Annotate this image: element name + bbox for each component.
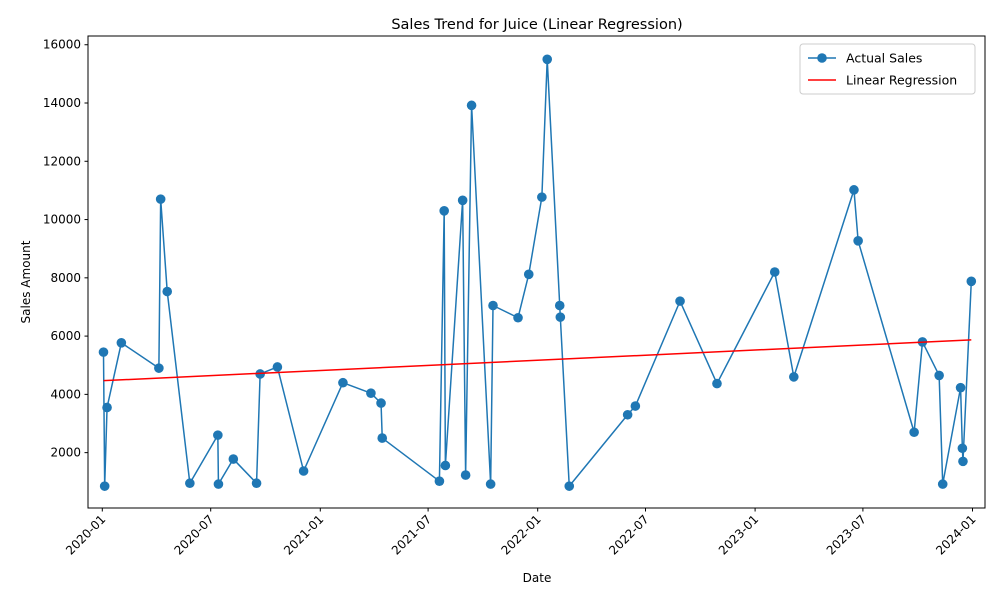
- actual-sales-point: [228, 454, 239, 464]
- actual-sales-point: [966, 276, 977, 287]
- actual-sales-point: [466, 100, 477, 111]
- y-axis-ticks: 2000 4000 6000 8000 10000 12000 14000 16000: [43, 38, 88, 460]
- actual-sales-point: [298, 466, 309, 476]
- actual-sales-point: [439, 206, 449, 216]
- actual-sales-point: [554, 300, 565, 311]
- actual-sales-point: [542, 54, 553, 65]
- actual-sales-point: [154, 363, 164, 373]
- chart-title: Sales Trend for Juice (Linear Regression…: [391, 17, 682, 33]
- actual-sales-point: [338, 377, 348, 388]
- linear-regression-line: [103, 339, 972, 382]
- actual-sales-point: [849, 185, 859, 195]
- actual-sales-point: [630, 401, 641, 411]
- actual-sales-point: [955, 382, 966, 393]
- actual-sales-point: [957, 443, 968, 454]
- legend-linear-regression-label: Linear Regression: [846, 73, 957, 88]
- actual-sales-point: [937, 479, 948, 489]
- y-tick-label: 10000: [43, 213, 81, 227]
- actual-sales-point: [513, 312, 523, 323]
- actual-sales-point: [853, 236, 863, 246]
- actual-sales-point: [377, 433, 388, 443]
- actual-sales-point: [555, 312, 566, 322]
- actual-sales-point: [155, 194, 166, 204]
- actual-sales-point: [564, 481, 575, 491]
- actual-sales-point: [99, 481, 110, 491]
- actual-sales-line: [102, 58, 973, 487]
- actual-sales-point: [272, 362, 283, 372]
- actual-sales-point: [376, 398, 386, 408]
- legend-box: [799, 43, 976, 95]
- actual-sales-point: [162, 286, 173, 297]
- actual-sales-point: [622, 409, 633, 420]
- y-tick-label: 16000: [43, 38, 81, 52]
- actual-sales-point: [98, 347, 109, 357]
- y-tick-label: 14000: [43, 96, 81, 110]
- actual-sales-point: [909, 427, 919, 438]
- y-tick-label: 12000: [43, 154, 81, 168]
- actual-sales-point: [102, 402, 112, 413]
- y-tick-label: 4000: [50, 387, 81, 401]
- actual-sales-point: [934, 370, 944, 381]
- y-tick-label: 6000: [50, 329, 81, 343]
- actual-sales-point: [485, 479, 496, 489]
- actual-sales-point: [213, 430, 223, 440]
- actual-sales-point: [958, 456, 968, 467]
- legend-actual-sales-marker: [817, 53, 827, 63]
- actual-sales-point: [537, 192, 547, 202]
- actual-sales-point: [366, 388, 376, 399]
- actual-sales-point: [251, 478, 262, 489]
- y-tick-label: 8000: [50, 271, 81, 285]
- actual-sales-point: [434, 476, 445, 486]
- actual-sales-point: [488, 300, 498, 311]
- plot-area: [98, 54, 977, 491]
- actual-sales-point: [460, 470, 471, 480]
- actual-sales-point: [523, 269, 534, 280]
- actual-sales-point: [185, 478, 195, 489]
- legend: Actual Sales Linear Regression: [799, 43, 976, 95]
- actual-sales-point: [675, 296, 685, 306]
- actual-sales-point: [769, 267, 780, 277]
- actual-sales-point: [440, 460, 451, 471]
- y-tick-label: 2000: [50, 446, 81, 460]
- actual-sales-point: [116, 338, 127, 348]
- x-axis-label: Date: [523, 571, 552, 585]
- actual-sales-point: [789, 372, 799, 382]
- legend-actual-sales-label: Actual Sales: [846, 51, 922, 66]
- y-axis-label: Sales Amount: [19, 240, 33, 323]
- actual-sales-point: [213, 479, 224, 489]
- plot-frame: [87, 35, 986, 509]
- actual-sales-point: [712, 378, 722, 389]
- actual-sales-point: [457, 195, 468, 206]
